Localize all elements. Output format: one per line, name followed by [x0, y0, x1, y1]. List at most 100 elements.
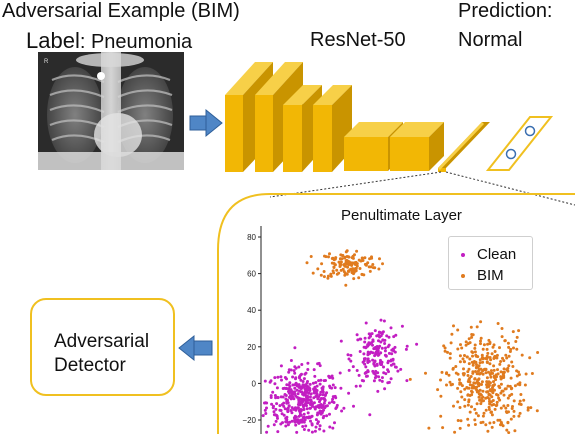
scatter-point-bim: [473, 343, 477, 347]
scatter-point-clean: [264, 412, 268, 415]
scatter-point-clean: [303, 387, 307, 391]
scatter-point-bim: [476, 355, 480, 359]
scatter-point-bim: [479, 320, 483, 324]
scatter-point-clean: [279, 375, 283, 379]
scatter-point-clean: [354, 384, 358, 388]
scatter-point-clean: [342, 406, 346, 410]
scatter-point-clean: [393, 365, 397, 369]
scatter-point-clean: [387, 335, 391, 339]
scatter-point-clean: [314, 381, 318, 384]
scatter-point-bim: [368, 269, 372, 273]
y-tick-label: −20: [242, 416, 256, 425]
scatter-point-bim: [486, 429, 490, 433]
scatter-point-clean: [263, 379, 267, 383]
scatter-point-bim: [474, 366, 478, 370]
scatter-point-clean: [276, 375, 280, 379]
scatter-point-bim: [481, 372, 485, 376]
scatter-point-bim: [496, 393, 500, 397]
scatter-point-bim: [478, 358, 482, 362]
scatter-point-clean: [330, 386, 334, 390]
scatter-point-clean: [269, 394, 273, 398]
scatter-point-bim: [350, 256, 354, 260]
scatter-point-bim: [449, 341, 453, 345]
scatter-point-bim: [309, 255, 313, 258]
scatter-point-bim: [486, 396, 490, 399]
scatter-point-clean: [309, 406, 312, 410]
scatter-point-clean: [283, 386, 287, 390]
scatter-point-clean: [304, 424, 308, 428]
scatter-point-clean: [320, 411, 324, 415]
page-title: Adversarial Example (BIM): [2, 0, 240, 22]
scatter-point-clean: [297, 400, 301, 404]
scatter-point-clean: [275, 413, 279, 417]
scatter-point-bim: [452, 324, 455, 328]
scatter-point-clean: [289, 359, 293, 362]
scatter-point-bim: [345, 255, 349, 258]
scatter-point-clean: [314, 418, 318, 422]
scatter-point-bim: [477, 389, 480, 393]
scatter-point-bim: [488, 388, 492, 392]
scatter-point-clean: [379, 351, 383, 355]
scatter-point-clean: [377, 339, 380, 343]
scatter-point-bim: [492, 403, 496, 406]
scatter-point-bim: [476, 414, 480, 418]
scatter-point-clean: [301, 392, 305, 396]
scatter-point-bim: [320, 262, 324, 266]
scatter-point-bim: [479, 421, 483, 425]
scatter-point-bim: [479, 342, 482, 346]
scatter-point-clean: [331, 395, 335, 399]
scatter-point-bim: [506, 341, 510, 345]
scatter-point-clean: [318, 364, 322, 368]
chart-title: Penultimate Layer: [341, 207, 462, 224]
scatter-point-bim: [353, 253, 356, 257]
scatter-point-clean: [347, 357, 351, 361]
scatter-point-clean: [322, 401, 326, 405]
scatter-point-clean: [272, 423, 276, 427]
scatter-point-bim: [473, 407, 477, 411]
output-layer: [485, 116, 554, 171]
scatter-point-clean: [331, 426, 335, 430]
scatter-point-bim: [460, 346, 464, 350]
scatter-point-bim: [456, 347, 460, 351]
scatter-point-clean: [311, 404, 314, 408]
scatter-point-bim: [366, 261, 370, 265]
scatter-point-bim: [488, 362, 492, 366]
scatter-point-clean: [302, 420, 306, 424]
scatter-point-clean: [318, 424, 322, 428]
y-tick-label: 20: [247, 343, 256, 352]
scatter-point-bim: [515, 335, 519, 339]
scatter-point-clean: [355, 333, 359, 337]
scatter-point-bim: [495, 403, 499, 407]
scatter-point-bim: [468, 380, 472, 384]
scatter-point-clean: [358, 337, 362, 341]
scatter-point-bim: [459, 390, 463, 394]
scatter-point-bim: [512, 399, 516, 403]
scatter-point-bim: [339, 263, 343, 267]
scatter-point-bim: [487, 408, 491, 411]
scatter-point-clean: [286, 407, 290, 411]
scatter-point-clean: [302, 397, 306, 401]
scatter-point-clean: [377, 330, 381, 334]
scatter-point-bim: [352, 277, 356, 281]
scatter-point-clean: [328, 425, 332, 429]
scatter-point-bim: [470, 335, 474, 339]
scatter-point-bim: [508, 350, 512, 353]
scatter-point-clean: [285, 420, 289, 424]
scatter-point-clean: [308, 382, 312, 386]
scatter-point-bim: [471, 354, 474, 358]
scatter-point-clean: [305, 407, 309, 411]
scatter-point-bim: [478, 372, 482, 376]
scatter-point-bim: [480, 380, 484, 384]
scatter-point-clean: [307, 428, 311, 432]
scatter-point-clean: [272, 410, 276, 414]
scatter-point-bim: [339, 253, 343, 257]
scatter-point-bim: [347, 263, 351, 267]
scatter-point-clean: [405, 344, 409, 348]
y-tick-label: 40: [247, 306, 256, 315]
scatter-point-clean: [280, 378, 283, 382]
scatter-point-bim: [512, 346, 515, 350]
scatter-point-clean: [296, 392, 300, 396]
scatter-point-bim: [503, 339, 507, 343]
scatter-point-bim: [501, 389, 505, 393]
